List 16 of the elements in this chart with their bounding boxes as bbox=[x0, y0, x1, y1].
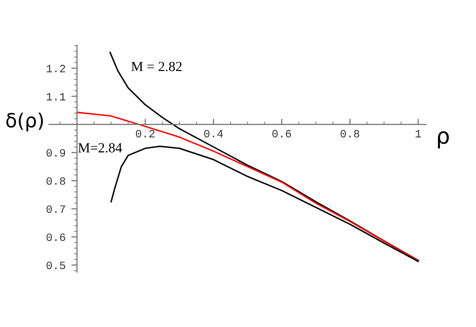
y-tick-label: 1.2 bbox=[46, 64, 66, 72]
series-label: M=2.84 bbox=[78, 143, 122, 153]
x-tick-label: 0.4 bbox=[204, 130, 223, 138]
y-tick-label: 1.1 bbox=[46, 93, 66, 100]
y-tick-label: 0.8 bbox=[46, 177, 66, 185]
x-tick-label: 0.2 bbox=[136, 130, 154, 138]
y-tick-label: 0.7 bbox=[46, 205, 66, 213]
series-label: M = 2.82 bbox=[131, 62, 182, 72]
y-axis-title: δ(ρ) bbox=[6, 112, 43, 132]
y-tick-label: 0.6 bbox=[46, 234, 66, 242]
x-tick-label: 0.8 bbox=[340, 130, 360, 138]
x-tick-label: 1 bbox=[416, 130, 421, 138]
x-tick-label: 0.6 bbox=[272, 130, 291, 138]
x-axis-title: ρ bbox=[438, 131, 449, 148]
y-tick-label: 0.9 bbox=[46, 149, 66, 157]
y-tick-label: 0.5 bbox=[46, 262, 66, 270]
